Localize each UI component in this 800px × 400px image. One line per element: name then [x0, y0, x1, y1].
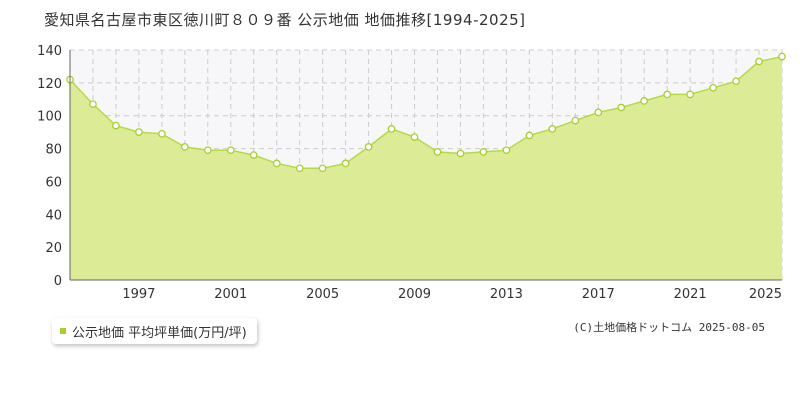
series-line [69, 55, 783, 170]
data-point [479, 148, 488, 156]
data-point [112, 121, 120, 130]
data-point [640, 97, 649, 105]
x-tick-label: 2025 [749, 287, 782, 302]
data-point [226, 146, 235, 155]
data-point [249, 151, 258, 159]
data-point [364, 143, 373, 151]
x-tick-label: 2005 [306, 287, 339, 302]
x-tick-labels: 1997 2001 2005 2009 2013 2017 2021 2025 [122, 287, 782, 302]
y-tick-label: 40 [45, 208, 62, 223]
data-point [272, 159, 281, 168]
data-point [135, 128, 143, 136]
data-point [89, 100, 97, 109]
legend: 公示地価 平均坪単価(万円/坪) [52, 318, 257, 344]
data-point [180, 143, 189, 151]
data-point [732, 77, 740, 86]
data-point [318, 164, 327, 173]
data-point [525, 131, 534, 140]
data-point [433, 148, 442, 156]
data-point [755, 57, 763, 66]
legend-swatch [60, 328, 66, 334]
data-point [778, 52, 786, 61]
y-tick-label: 20 [45, 241, 62, 256]
data-point [686, 90, 694, 99]
data-point [158, 129, 166, 138]
y-tick-label: 60 [45, 175, 62, 190]
legend-label: 公示地価 平均坪単価(万円/坪) [72, 325, 247, 341]
data-point [663, 90, 672, 99]
y-tick-label: 80 [45, 143, 62, 158]
series-markers [66, 52, 786, 173]
series-area [70, 56, 782, 280]
y-tick-label: 140 [37, 44, 62, 59]
x-tick-label: 2009 [398, 287, 431, 302]
data-point [341, 159, 350, 168]
data-point [456, 149, 465, 158]
x-tick-label: 2013 [490, 287, 523, 302]
y-tick-label: 120 [37, 77, 62, 92]
data-point [502, 146, 511, 155]
x-tick-label: 2021 [674, 287, 707, 302]
x-tick-label: 2017 [582, 287, 615, 302]
y-tick-labels: 0 20 40 60 80 100 120 140 [37, 44, 62, 289]
data-point [295, 164, 304, 173]
data-point [571, 116, 580, 125]
data-point [594, 108, 603, 117]
copyright: (C)土地価格ドットコム 2025-08-05 [573, 321, 765, 334]
y-tick-label: 100 [37, 110, 62, 125]
data-point [203, 146, 212, 155]
data-point [387, 125, 396, 133]
y-tick-label: 0 [54, 274, 62, 289]
data-point [709, 83, 717, 92]
data-point [410, 133, 419, 141]
data-point [548, 125, 557, 133]
x-tick-label: 1997 [122, 287, 155, 302]
chart-title: 愛知県名古屋市東区徳川町８０９番 公示地価 地価推移[1994-2025] [44, 11, 526, 29]
data-point [617, 103, 626, 112]
x-tick-label: 2001 [214, 287, 247, 302]
